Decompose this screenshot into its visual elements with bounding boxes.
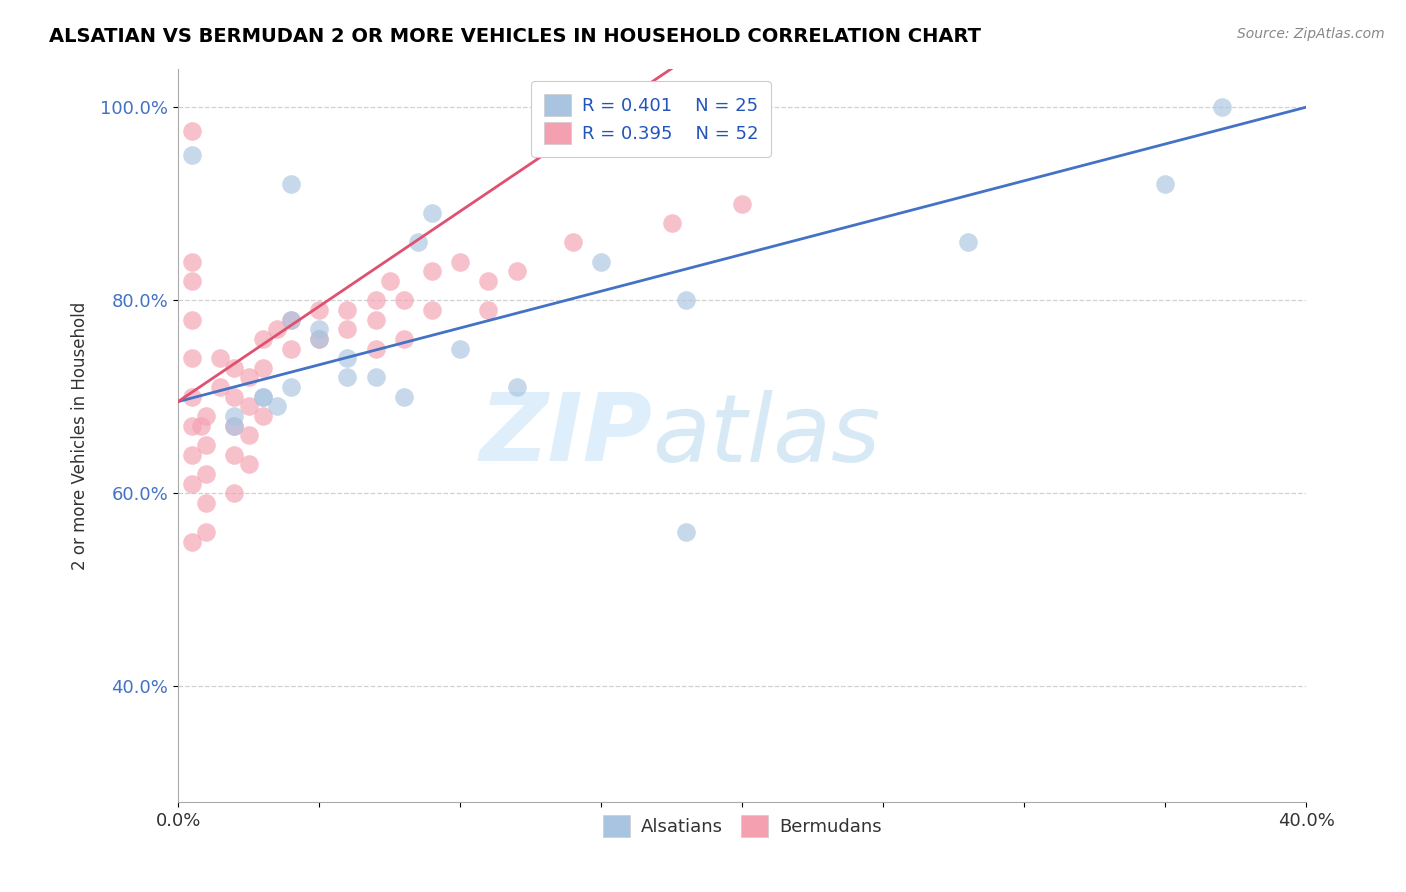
Point xyxy=(195,467,218,481)
Point xyxy=(266,322,288,336)
Point xyxy=(1154,178,1177,192)
Point xyxy=(195,524,218,539)
Point xyxy=(392,332,415,346)
Point xyxy=(308,332,330,346)
Point xyxy=(224,390,246,404)
Point xyxy=(505,380,527,394)
Point xyxy=(280,380,302,394)
Point xyxy=(181,124,204,138)
Point xyxy=(238,458,260,472)
Point xyxy=(238,400,260,414)
Point xyxy=(252,390,274,404)
Point xyxy=(956,235,979,250)
Point xyxy=(378,274,401,288)
Point xyxy=(181,448,204,462)
Text: atlas: atlas xyxy=(652,390,880,481)
Point xyxy=(224,360,246,375)
Point xyxy=(675,293,697,308)
Point xyxy=(224,448,246,462)
Point xyxy=(181,254,204,268)
Point xyxy=(280,178,302,192)
Point xyxy=(308,332,330,346)
Point xyxy=(195,496,218,510)
Point xyxy=(336,351,359,366)
Point xyxy=(731,196,754,211)
Point xyxy=(252,360,274,375)
Point xyxy=(224,418,246,433)
Text: ZIP: ZIP xyxy=(479,390,652,482)
Legend: Alsatians, Bermudans: Alsatians, Bermudans xyxy=(596,808,889,845)
Point xyxy=(181,312,204,326)
Point xyxy=(336,302,359,317)
Point xyxy=(252,409,274,423)
Point xyxy=(209,380,232,394)
Point xyxy=(364,312,387,326)
Point xyxy=(661,216,683,230)
Point xyxy=(252,390,274,404)
Point xyxy=(675,524,697,539)
Point xyxy=(449,342,471,356)
Point xyxy=(195,409,218,423)
Point xyxy=(280,312,302,326)
Point xyxy=(181,476,204,491)
Point xyxy=(181,418,204,433)
Point xyxy=(591,254,613,268)
Point xyxy=(190,418,212,433)
Point xyxy=(505,264,527,278)
Point xyxy=(224,409,246,423)
Point xyxy=(266,400,288,414)
Y-axis label: 2 or more Vehicles in Household: 2 or more Vehicles in Household xyxy=(72,301,89,569)
Point xyxy=(280,312,302,326)
Point xyxy=(209,351,232,366)
Point xyxy=(280,342,302,356)
Point xyxy=(392,293,415,308)
Point xyxy=(364,370,387,384)
Point xyxy=(181,148,204,162)
Point xyxy=(449,254,471,268)
Point xyxy=(224,486,246,500)
Text: ALSATIAN VS BERMUDAN 2 OR MORE VEHICLES IN HOUSEHOLD CORRELATION CHART: ALSATIAN VS BERMUDAN 2 OR MORE VEHICLES … xyxy=(49,27,981,45)
Point xyxy=(181,390,204,404)
Point xyxy=(364,293,387,308)
Point xyxy=(1211,100,1233,114)
Point xyxy=(420,302,443,317)
Point xyxy=(336,322,359,336)
Point xyxy=(181,534,204,549)
Point xyxy=(195,438,218,452)
Point xyxy=(392,390,415,404)
Point xyxy=(477,274,499,288)
Point xyxy=(406,235,429,250)
Point xyxy=(308,322,330,336)
Point xyxy=(238,428,260,442)
Point xyxy=(364,342,387,356)
Text: Source: ZipAtlas.com: Source: ZipAtlas.com xyxy=(1237,27,1385,41)
Point xyxy=(477,302,499,317)
Point xyxy=(420,264,443,278)
Point xyxy=(181,351,204,366)
Point xyxy=(224,418,246,433)
Point xyxy=(181,274,204,288)
Point xyxy=(252,332,274,346)
Point xyxy=(420,206,443,220)
Point xyxy=(562,235,585,250)
Point xyxy=(238,370,260,384)
Point xyxy=(336,370,359,384)
Point xyxy=(308,302,330,317)
